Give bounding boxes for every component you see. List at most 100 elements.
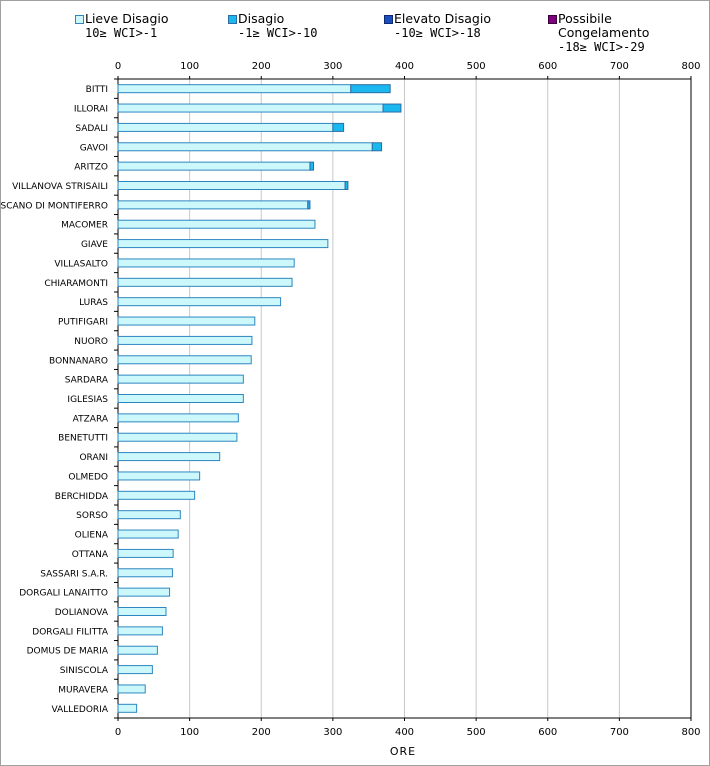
bar-segment[interactable] bbox=[117, 529, 179, 539]
bar-segment[interactable] bbox=[117, 142, 373, 152]
bar-segment[interactable] bbox=[117, 413, 239, 423]
category-label: NUORO bbox=[74, 337, 108, 347]
legend-swatch bbox=[75, 15, 84, 24]
x-tick-label-top: 200 bbox=[252, 61, 271, 72]
legend-label: Lieve Disagio bbox=[85, 11, 169, 26]
bar-segment[interactable] bbox=[350, 84, 391, 94]
bar-segment[interactable] bbox=[117, 355, 252, 365]
category-label: PUTIFIGARI bbox=[58, 318, 108, 328]
category-label: ATZARA bbox=[73, 414, 109, 424]
category-label: GAVOI bbox=[80, 143, 108, 153]
x-tick-label-top: 700 bbox=[610, 61, 629, 72]
x-tick-label-top: 0 bbox=[115, 61, 121, 72]
x-tick-label-bottom: 400 bbox=[395, 727, 414, 738]
bar-segment[interactable] bbox=[344, 181, 349, 190]
x-axis-title: ORE bbox=[390, 745, 416, 758]
category-label: SCANO DI MONTIFERRO bbox=[1, 201, 108, 211]
x-tick-label-bottom: 100 bbox=[180, 727, 199, 738]
bar-segment[interactable] bbox=[117, 645, 158, 655]
bar-segment[interactable] bbox=[117, 548, 174, 558]
legend-item-elevato-disagio[interactable]: Elevato Disagio -10≥ WCI>-18 bbox=[384, 12, 491, 40]
bar-segment[interactable] bbox=[117, 277, 293, 287]
category-label: SINISCOLA bbox=[60, 666, 109, 676]
bar-segment[interactable] bbox=[117, 394, 244, 403]
x-tick-label-top: 800 bbox=[681, 61, 700, 72]
bars bbox=[117, 84, 402, 713]
bar-segment[interactable] bbox=[117, 122, 334, 132]
x-tick-label-top: 500 bbox=[467, 61, 486, 72]
bar-segment[interactable] bbox=[117, 587, 171, 597]
legend-range: -10≥ WCI>-18 bbox=[394, 26, 481, 40]
bar-segment[interactable] bbox=[117, 297, 282, 307]
x-tick-label-top: 600 bbox=[538, 61, 557, 72]
bar-segment[interactable] bbox=[117, 490, 196, 500]
legend-item-disagio[interactable]: Disagio -1≥ WCI>-10 bbox=[228, 11, 317, 40]
bar-segment[interactable] bbox=[117, 471, 201, 481]
category-label: IGLESIAS bbox=[67, 395, 108, 405]
category-label: OLIENA bbox=[75, 531, 109, 541]
legend-range: 10≥ WCI>-1 bbox=[85, 26, 158, 40]
category-label: SARDARA bbox=[65, 376, 109, 386]
x-tick-label-bottom: 0 bbox=[115, 727, 121, 738]
bar-segment[interactable] bbox=[117, 84, 352, 94]
legend-swatch bbox=[384, 15, 393, 24]
x-tick-label-bottom: 800 bbox=[681, 727, 700, 738]
bar-segment[interactable] bbox=[117, 607, 167, 616]
bar-segment[interactable] bbox=[117, 161, 311, 171]
category-labels: BITTI ILLORAI SADALI GAVOI ARITZO VILLANOVA S… bbox=[1, 85, 109, 715]
category-label: DOMUS DE MARIA bbox=[27, 647, 109, 657]
bar-segment[interactable] bbox=[117, 626, 163, 636]
bar-segment[interactable] bbox=[117, 181, 346, 190]
category-label: GIAVE bbox=[81, 240, 108, 250]
category-label: CHIARAMONTI bbox=[44, 279, 108, 289]
x-tick-label-top: 400 bbox=[395, 61, 414, 72]
category-label: VILLASALTO bbox=[54, 259, 108, 269]
bar-segment[interactable] bbox=[382, 103, 402, 113]
x-tick-label-top: 100 bbox=[180, 61, 199, 72]
x-tick-label-top: 300 bbox=[323, 61, 342, 72]
bar-segment[interactable] bbox=[117, 219, 316, 229]
x-tick-label-bottom: 700 bbox=[610, 727, 629, 738]
category-label: DORGALI LANAITTO bbox=[19, 589, 108, 599]
bar-segment[interactable] bbox=[117, 684, 146, 694]
category-label: DORGALI FILITTA bbox=[32, 627, 109, 637]
bar-segment[interactable] bbox=[117, 510, 181, 520]
bar-segment[interactable] bbox=[332, 122, 345, 132]
legend-range: -18≥ WCI>-29 bbox=[558, 40, 645, 54]
bar-segment[interactable] bbox=[117, 374, 244, 384]
category-label: ARITZO bbox=[74, 163, 108, 173]
x-tick-label-bottom: 500 bbox=[467, 727, 486, 738]
bar-segment[interactable] bbox=[117, 665, 153, 675]
category-label: BITTI bbox=[86, 85, 108, 95]
category-label: MURAVERA bbox=[58, 685, 109, 695]
bar-segment[interactable] bbox=[117, 103, 384, 113]
bar-segment[interactable] bbox=[309, 161, 315, 171]
bar-segment[interactable] bbox=[117, 335, 253, 345]
category-label: SADALI bbox=[75, 124, 108, 134]
category-label: ORANI bbox=[79, 453, 108, 463]
category-label: VILLANOVA STRISAILI bbox=[12, 182, 108, 192]
legend-item-lieve-disagio[interactable]: Lieve Disagio 10≥ WCI>-1 bbox=[75, 11, 169, 40]
bar-segment[interactable] bbox=[117, 568, 173, 578]
category-label: BERCHIDDA bbox=[55, 492, 109, 502]
bar-segment[interactable] bbox=[117, 316, 256, 326]
bar-segment[interactable] bbox=[117, 258, 295, 268]
bar-segment[interactable] bbox=[117, 239, 329, 249]
bar-segment[interactable] bbox=[117, 703, 138, 713]
legend-item-possibile-congelamento[interactable]: Possibile Congelamento -18≥ WCI>-29 bbox=[548, 12, 650, 54]
legend-label: Disagio bbox=[238, 11, 285, 26]
x-tick-label-bottom: 600 bbox=[538, 727, 557, 738]
bar-segment[interactable] bbox=[117, 200, 309, 210]
category-label: DOLIANOVA bbox=[55, 608, 109, 618]
bar-segment[interactable] bbox=[371, 142, 383, 152]
category-label: LURAS bbox=[79, 298, 108, 308]
bar-segment[interactable] bbox=[117, 432, 238, 442]
category-label: MACOMER bbox=[61, 221, 108, 231]
legend-label-line2: Congelamento bbox=[558, 25, 650, 40]
legend-swatch bbox=[548, 15, 557, 24]
category-label: SASSARI S.A.R. bbox=[40, 569, 108, 579]
bar-segment[interactable] bbox=[307, 200, 311, 210]
category-label: VALLEDORIA bbox=[51, 705, 108, 715]
bar-segment[interactable] bbox=[117, 452, 221, 462]
